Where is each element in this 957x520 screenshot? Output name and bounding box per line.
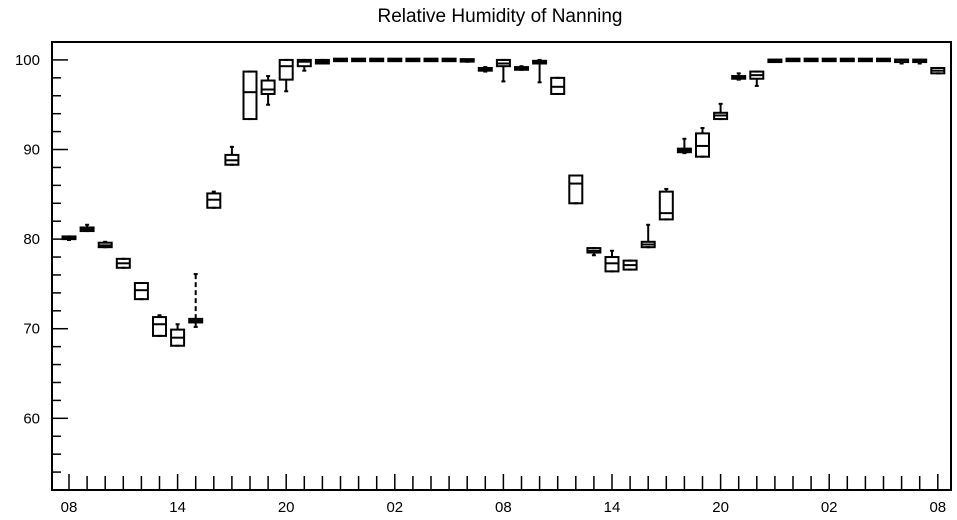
box-30 (604, 249, 620, 273)
box-47 (912, 58, 928, 65)
box-14 (314, 58, 330, 65)
box-13 (296, 58, 312, 72)
box (658, 190, 674, 221)
y-tick-label: 80 (23, 231, 40, 248)
y-tick-label: 70 (23, 321, 40, 338)
y-axis: 60 70 80 90 100 (15, 52, 68, 473)
box-2 (97, 240, 113, 249)
box (242, 70, 258, 121)
box-37 (731, 72, 747, 81)
box-1 (79, 223, 95, 233)
box-34 (676, 137, 692, 155)
chart-title: Relative Humidity of Nanning (377, 6, 622, 27)
box-23 (477, 66, 493, 73)
box-8 (206, 190, 222, 209)
box-39 (767, 58, 783, 64)
x-tick-label: 02 (386, 499, 403, 516)
box-33 (658, 187, 674, 221)
y-tick-label: 100 (15, 52, 40, 69)
box-36 (713, 102, 729, 121)
box-19 (405, 57, 421, 63)
box-4 (133, 282, 149, 301)
box-15 (333, 57, 348, 63)
box-3 (115, 257, 131, 269)
x-tick-label: 20 (278, 499, 295, 516)
box-11 (260, 75, 276, 106)
box-0 (61, 235, 77, 242)
x-tick-label: 08 (61, 499, 78, 516)
box-5 (152, 314, 167, 337)
box-45 (876, 57, 891, 63)
x-tick-label: 20 (712, 499, 729, 516)
box-6 (170, 323, 186, 347)
box (568, 174, 584, 205)
box-32 (640, 223, 656, 249)
box-7 (188, 273, 204, 328)
box-48 (930, 66, 946, 75)
box-18 (387, 57, 403, 63)
box-10 (242, 70, 258, 121)
box (152, 316, 167, 337)
box-43 (839, 57, 855, 63)
x-axis: 08 14 20 02 08 14 20 02 08 (61, 474, 946, 516)
box-41 (803, 57, 819, 63)
y-tick-label: 60 (23, 410, 40, 427)
box-27 (550, 76, 566, 95)
box-25 (514, 65, 529, 71)
x-tick-label: 02 (821, 499, 838, 516)
box-21 (441, 57, 457, 63)
box (278, 58, 294, 81)
x-tick-label: 08 (495, 499, 512, 516)
box-16 (351, 57, 367, 63)
box-46 (894, 58, 910, 65)
box-44 (857, 57, 873, 63)
x-tick-label: 08 (929, 499, 946, 516)
y-tick-label: 90 (23, 142, 40, 159)
box-24 (495, 58, 511, 83)
box-31 (622, 259, 638, 271)
box-29 (586, 247, 602, 257)
box-28 (568, 174, 584, 205)
box-20 (423, 57, 439, 63)
box (260, 79, 276, 95)
x-tick-label: 14 (169, 499, 186, 516)
plot-frame (51, 41, 952, 491)
box-42 (821, 57, 837, 63)
box-12 (278, 58, 294, 93)
box-40 (785, 57, 801, 63)
box-9 (224, 145, 240, 166)
box-38 (749, 70, 765, 87)
box-35 (695, 127, 710, 158)
box-17 (369, 57, 385, 63)
box-26 (532, 58, 548, 84)
x-tick-label: 14 (604, 499, 621, 516)
box-22 (459, 58, 475, 63)
boxes-group (61, 57, 946, 347)
